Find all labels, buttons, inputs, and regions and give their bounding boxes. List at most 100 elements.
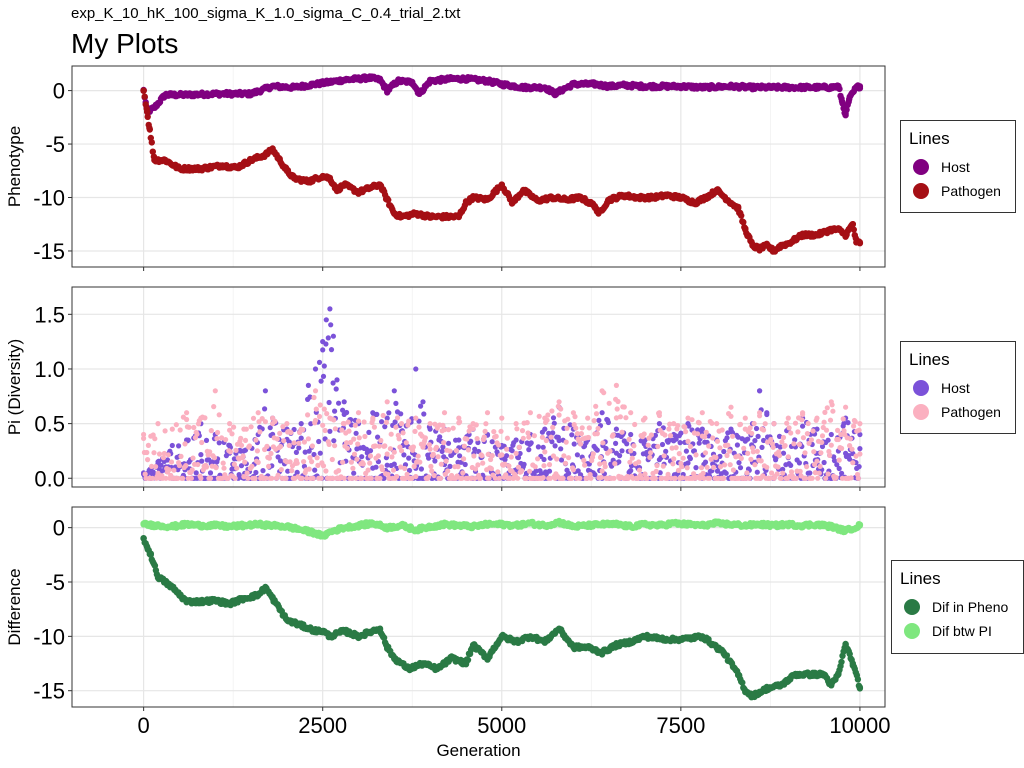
data-point <box>208 428 214 434</box>
data-point <box>288 429 294 436</box>
data-point <box>724 452 730 459</box>
data-point <box>276 606 283 613</box>
data-point <box>249 463 255 469</box>
data-point <box>562 460 569 466</box>
data-point <box>484 410 491 416</box>
data-point <box>599 468 605 474</box>
data-point <box>570 467 577 473</box>
data-point <box>567 422 573 428</box>
data-point <box>290 84 298 91</box>
data-point <box>182 441 188 447</box>
data-point <box>262 584 269 591</box>
data-point <box>202 415 208 421</box>
data-point <box>546 462 553 468</box>
data-point <box>426 77 434 85</box>
data-point <box>161 450 167 457</box>
data-point <box>851 423 857 429</box>
data-point <box>759 444 765 450</box>
data-point <box>323 317 329 323</box>
data-point <box>484 654 491 662</box>
data-point <box>807 470 813 476</box>
data-point <box>341 524 348 531</box>
data-point <box>360 461 366 467</box>
data-point <box>659 441 666 448</box>
data-point <box>299 475 305 481</box>
data-point <box>800 423 806 429</box>
data-point <box>184 410 190 416</box>
data-point <box>631 443 637 449</box>
y-tick-label: 1.0 <box>34 357 65 382</box>
data-point <box>448 75 455 83</box>
series-pathogen <box>140 87 864 255</box>
data-point <box>333 386 339 392</box>
data-point <box>344 445 350 451</box>
data-point <box>284 421 290 427</box>
data-point <box>240 522 248 529</box>
data-point <box>379 467 385 473</box>
data-point <box>207 470 214 476</box>
data-point <box>140 521 147 528</box>
data-point <box>671 421 677 427</box>
data-point <box>744 470 750 476</box>
data-point <box>648 432 655 438</box>
data-point <box>367 460 373 466</box>
data-point <box>422 435 428 441</box>
data-point <box>176 165 183 172</box>
data-point <box>319 79 326 87</box>
data-point <box>495 469 501 475</box>
data-point <box>621 404 627 410</box>
data-point <box>371 424 377 430</box>
data-point <box>320 463 327 469</box>
data-point <box>396 436 402 442</box>
data-point <box>416 424 422 430</box>
data-point <box>154 522 162 529</box>
data-point <box>666 426 672 432</box>
data-point <box>578 441 584 447</box>
series-pathogen <box>141 382 863 481</box>
data-point <box>550 430 556 436</box>
data-point <box>698 465 705 471</box>
data-point <box>721 448 727 455</box>
data-point <box>857 446 863 452</box>
data-point <box>378 437 384 444</box>
data-point <box>570 410 577 416</box>
data-point <box>520 84 527 91</box>
data-point <box>314 455 320 461</box>
data-point <box>320 347 326 353</box>
series-dif-btw-pi <box>140 517 864 540</box>
data-point <box>594 447 600 453</box>
data-point <box>819 433 826 439</box>
data-point <box>462 199 470 207</box>
data-point <box>683 448 690 454</box>
data-point <box>309 443 315 449</box>
data-point <box>774 471 780 477</box>
data-point <box>469 641 477 649</box>
data-point <box>726 448 733 454</box>
data-point <box>559 86 566 93</box>
data-point <box>613 641 620 649</box>
data-point <box>332 426 338 432</box>
data-point <box>492 475 498 481</box>
data-point <box>453 448 459 454</box>
data-point <box>767 475 773 481</box>
data-point <box>775 464 781 470</box>
data-point <box>156 451 163 457</box>
data-point <box>713 186 720 194</box>
data-point <box>260 468 266 474</box>
data-point <box>434 665 441 673</box>
data-point <box>283 475 289 481</box>
data-point <box>183 521 190 528</box>
data-point <box>242 459 248 465</box>
data-point <box>312 529 319 537</box>
data-point <box>706 443 712 449</box>
data-point <box>149 463 155 469</box>
data-point <box>203 464 210 470</box>
data-point <box>791 441 797 447</box>
series-host <box>140 73 864 119</box>
data-point <box>344 409 350 416</box>
data-point <box>558 457 565 463</box>
data-point <box>842 231 849 239</box>
data-point <box>620 82 627 89</box>
data-point <box>520 186 527 194</box>
